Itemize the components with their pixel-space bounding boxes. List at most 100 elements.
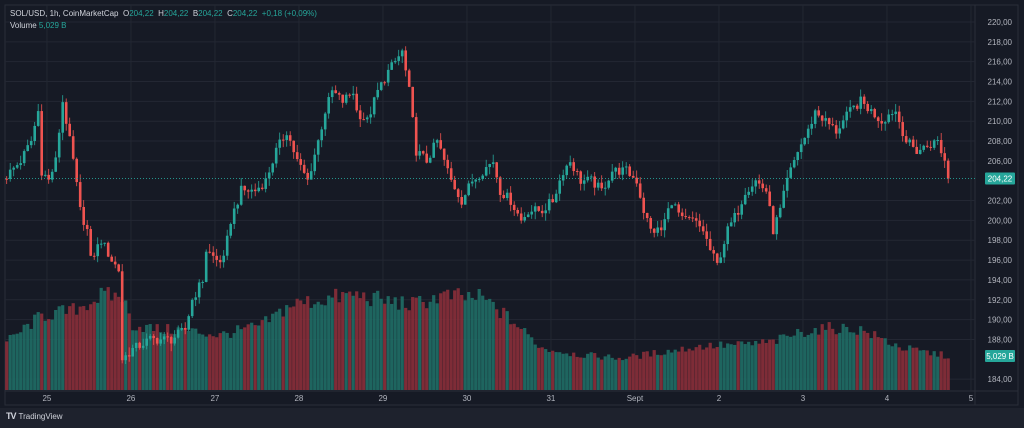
candle-body [929,146,932,148]
volume-bar [183,328,187,390]
y-tick-label: 202,00 [988,197,1013,206]
volume-bar [82,306,86,390]
candle-body [166,336,169,338]
candle-body [134,342,138,348]
candle-body [131,347,134,357]
candle-body [106,242,110,257]
symbol-label: SOL/USD, 1h, CoinMarketCap [10,9,119,18]
volume-bar [820,324,824,390]
volume-bar [260,320,264,390]
candle-body [516,209,519,214]
candle-body [404,50,407,71]
x-tick-label: 28 [294,394,303,403]
last-price-label: 204,22 [988,175,1013,184]
candle-body [687,217,691,219]
candle-body [880,121,883,124]
candle-body [873,109,876,118]
volume-bar [677,351,681,390]
volume-bar [764,342,768,390]
volume-bar [712,348,716,390]
volume-bar [530,337,534,390]
volume-bar [334,288,338,390]
candle-body [348,94,351,96]
candle-body [113,261,117,265]
candle-body [47,174,50,180]
volume-bar [904,350,908,390]
candle-body [624,166,628,168]
volume-bar [404,307,408,390]
candle-body [26,145,29,152]
candle-body [796,152,799,161]
candle-body [456,189,460,197]
volume-bar [642,351,646,390]
volume-bar [624,358,628,390]
candle-body [355,93,358,111]
candle-body [194,297,197,300]
x-tick-label: 29 [378,394,387,403]
candle-body [271,163,274,173]
candle-body [292,140,295,153]
x-tick-label: 4 [885,394,890,403]
volume-bar [635,355,639,390]
volume-bar [736,341,740,390]
candle-body [463,195,467,205]
x-tick-label: Sept [627,394,644,403]
x-tick-label: 2 [717,394,722,403]
volume-bar [285,305,289,390]
volume-bar [792,335,796,390]
candle-body [197,282,201,298]
volume-bar [698,344,702,390]
candle-body [547,199,551,211]
candles [5,46,950,365]
volume-bar [446,289,450,390]
volume-bar [778,334,782,390]
candle-body [78,182,82,207]
candle-body [551,199,554,203]
volume-bar [337,302,341,390]
candle-body [614,167,617,172]
candle-body [43,174,47,176]
volume-bar [862,330,866,390]
volume-bar [176,327,180,390]
volume-bar [554,352,558,390]
candle-body [71,136,75,159]
volume-bar [43,320,47,390]
volume-bar [281,316,285,390]
candle-body [523,217,526,221]
volume-bar [852,332,856,390]
candle-body [537,206,540,211]
volume-bar [61,305,65,390]
y-tick-label: 184,00 [988,375,1013,384]
volume-bar [873,331,877,390]
volume-bar [99,287,103,390]
volume-bar [638,358,642,390]
candle-body [785,177,789,191]
candle-body [852,105,855,108]
candle-body [330,90,334,98]
volume-bar [757,343,761,390]
candle-body [306,172,309,180]
candle-body [425,153,428,163]
volume-bar [498,318,502,390]
volume-bar [614,359,618,390]
volume-bar [407,310,411,390]
volume-bar [943,358,947,390]
candle-body [257,187,260,192]
candle-body [824,118,827,121]
volume-bar [358,298,362,390]
candle-body [344,94,348,103]
candle-body [890,114,894,116]
volume-bar [341,291,345,390]
candle-body [712,250,715,254]
x-tick-label: 25 [42,394,51,403]
volume-bar [225,332,229,390]
candle-body [883,122,887,124]
open-label: O [122,9,130,18]
volume-bar [239,329,243,390]
volume-bar [253,325,257,390]
volume-bar [365,301,369,390]
candle-body [383,82,386,84]
candle-body [932,140,936,148]
volume-label: Volume [10,21,37,30]
